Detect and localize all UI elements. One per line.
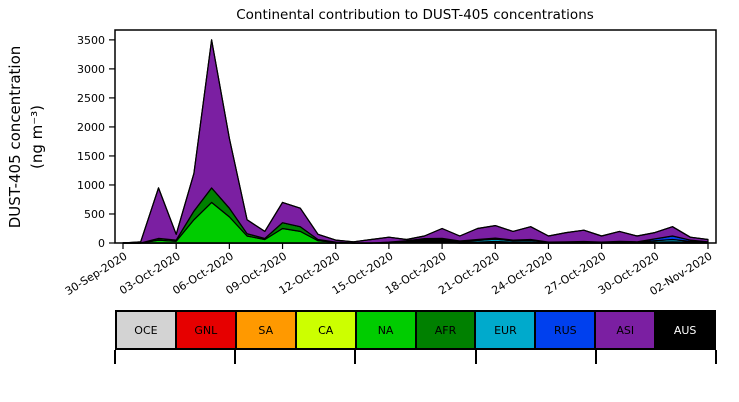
area-series-aus (122, 39, 709, 244)
y-tick-label: 2000 (77, 121, 105, 134)
legend-item-oce: OCE (117, 312, 175, 348)
y-tick-label: 2500 (77, 92, 105, 105)
legend-item-afr: AFR (414, 312, 475, 348)
legend-tick-strip (114, 350, 717, 364)
legend-item-asi: ASI (594, 312, 655, 348)
chart-title: Continental contribution to DUST-405 con… (236, 7, 594, 23)
stacked-area-chart: Continental contribution to DUST-405 con… (6, 7, 717, 298)
legend-tick-mark (474, 350, 477, 364)
legend-tick-mark (594, 350, 597, 364)
legend-tick-mark (234, 350, 237, 364)
y-axis-label-line2: (ng m⁻³) (28, 105, 46, 169)
y-tick-label: 1000 (77, 179, 105, 192)
legend-item-sa: SA (234, 312, 295, 348)
legend-tick-mark (354, 350, 357, 364)
legend-item-na: NA (354, 312, 415, 348)
x-axis-ticks: 30-Sep-202003-Oct-202006-Oct-202009-Oct-… (63, 243, 715, 298)
legend-item-ca: CA (294, 312, 355, 348)
plot-border (114, 29, 717, 244)
dust-contribution-figure: Continental contribution to DUST-405 con… (6, 7, 717, 364)
legend-item-eur: EUR (474, 312, 535, 348)
area-series-group (122, 39, 709, 244)
legend-item-gnl: GNL (174, 312, 235, 348)
y-tick-label: 3000 (77, 63, 105, 76)
legend-tick-mark (114, 350, 116, 364)
y-tick-label: 0 (98, 237, 105, 250)
y-tick-label: 1500 (77, 150, 105, 163)
legend-bar: OCE GNL SA CA NA AFR EUR RUS ASI AUS (115, 310, 716, 350)
legend-item-rus: RUS (534, 312, 595, 348)
legend-item-aus: AUS (654, 312, 715, 348)
y-tick-label: 3500 (77, 34, 105, 47)
y-axis-label-line1: DUST-405 concentration (6, 46, 24, 229)
y-tick-label: 500 (84, 208, 105, 221)
legend-tick-mark (715, 350, 717, 364)
y-axis-ticks: 0 500 1000 1500 2000 2500 3000 3500 (77, 34, 115, 250)
